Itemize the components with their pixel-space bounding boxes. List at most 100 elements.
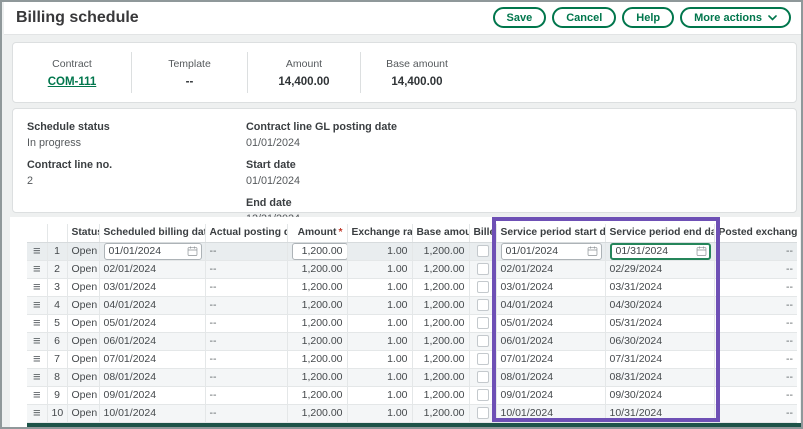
schedule-status-value: In progress: [27, 137, 82, 149]
billing-lines-table: Status Scheduled billing date* Actual po…: [27, 224, 797, 423]
schedule-status-field: Schedule status In progress: [27, 121, 112, 149]
actual-posting-date-cell: --: [205, 314, 288, 333]
billing-line-row: ≡ 10 Open 10/01/2024 -- 1,200.00 1.00 1,200.00 1…: [27, 404, 797, 423]
billed-checkbox[interactable]: [476, 299, 489, 312]
contract-line-no-value: 2: [27, 175, 34, 187]
amount-cell: 1,200.00: [301, 389, 343, 401]
more-actions-label: More actions: [694, 11, 762, 24]
drag-handle-icon[interactable]: ≡: [32, 243, 41, 258]
billing-line-row: ≡ 3 Open 03/01/2024 -- 1,200.00 1.00 1,200.00 03…: [27, 278, 797, 297]
posted-exchange-rate-cell: --: [714, 332, 797, 351]
status-cell: Open: [67, 386, 100, 405]
amount-cell: 1,200.00: [301, 353, 343, 365]
save-button[interactable]: Save: [492, 7, 547, 28]
details-card: Schedule status In progress Contract lin…: [12, 108, 797, 225]
billed-checkbox[interactable]: [476, 317, 489, 330]
actual-posting-date-cell: --: [205, 350, 288, 369]
service-period-end-date-text: 10/31/2024: [609, 407, 663, 419]
end-date-label: End date: [246, 197, 292, 209]
row-number: 5: [47, 314, 68, 333]
drag-handle-icon[interactable]: ≡: [32, 279, 41, 294]
drag-handle-icon[interactable]: ≡: [32, 333, 41, 348]
amount-label: Amount: [285, 57, 323, 70]
service-period-start-date-text: 05/01/2024: [500, 317, 554, 329]
status-cell: Open: [67, 368, 100, 387]
billing-line-row: ≡ 6 Open 06/01/2024 -- 1,200.00 1.00 1,200.00 06…: [27, 332, 797, 351]
service-period-start-date-text: 07/01/2024: [500, 353, 554, 365]
row-number: 3: [47, 278, 68, 297]
help-button[interactable]: Help: [622, 7, 675, 28]
drag-handle-icon[interactable]: ≡: [32, 405, 41, 420]
col-header-rownum: [47, 224, 68, 243]
billed-checkbox[interactable]: [476, 335, 489, 348]
col-header-billed: Billed: [469, 224, 497, 243]
base-amount-value: 14,400.00: [391, 75, 443, 88]
status-cell: Open: [67, 242, 100, 261]
status-cell: Open: [67, 278, 100, 297]
service-period-start-date-input[interactable]: [500, 242, 602, 259]
billed-checkbox[interactable]: [476, 353, 489, 366]
col-header-service-period-start: Service period start date: [496, 224, 606, 243]
exchange-rate-cell: 1.00: [347, 332, 413, 351]
service-period-start-date-text: 08/01/2024: [500, 371, 554, 383]
billed-checkbox[interactable]: [476, 407, 489, 420]
amount-cell: 1,200.00: [301, 407, 343, 419]
drag-handle-icon[interactable]: ≡: [32, 369, 41, 384]
drag-handle-icon[interactable]: ≡: [32, 387, 41, 402]
posted-exchange-rate-cell: --: [714, 278, 797, 297]
col-header-service-period-end: Service period end date: [605, 224, 715, 243]
base-amount-label: Base amount: [386, 57, 448, 70]
drag-handle-icon[interactable]: ≡: [32, 315, 41, 330]
scheduled-billing-date-text: 04/01/2024: [103, 299, 157, 311]
summary-field-template: Template --: [132, 43, 247, 102]
start-date-label: Start date: [246, 159, 296, 171]
service-period-end-date-text: 07/31/2024: [609, 353, 663, 365]
amount-cell: 1,200.00: [301, 371, 343, 383]
gl-posting-date-label: Contract line GL posting date: [246, 121, 397, 133]
service-period-start-date-text: 04/01/2024: [500, 299, 554, 311]
scheduled-billing-date-text: 06/01/2024: [103, 335, 157, 347]
col-header-scheduled-billing-date: Scheduled billing date*: [99, 224, 206, 243]
exchange-rate-cell: 1.00: [347, 260, 413, 279]
posted-exchange-rate-cell: --: [714, 404, 797, 423]
base-amount-cell: 1,200.00: [412, 404, 470, 423]
posted-exchange-rate-cell: --: [714, 368, 797, 387]
service-period-end-date-text: 05/31/2024: [609, 317, 663, 329]
contract-line-no-field: Contract line no. 2: [27, 159, 112, 187]
details-right-column: Contract line GL posting date 01/01/2024…: [246, 121, 397, 235]
status-cell: Open: [67, 296, 100, 315]
billed-checkbox[interactable]: [476, 281, 489, 294]
billed-checkbox[interactable]: [476, 371, 489, 384]
scheduled-billing-date-text: 02/01/2024: [103, 263, 157, 275]
summary-field-base-amount: Base amount 14,400.00: [361, 43, 473, 102]
col-header-amount: Amount *: [287, 224, 348, 243]
service-period-start-date-text: 09/01/2024: [500, 389, 554, 401]
template-label: Template: [168, 57, 211, 70]
scheduled-billing-date-text: 09/01/2024: [103, 389, 157, 401]
template-value: --: [185, 75, 194, 88]
scheduled-billing-date-text: 08/01/2024: [103, 371, 157, 383]
contract-link[interactable]: COM-111: [47, 75, 97, 88]
billed-checkbox[interactable]: [476, 245, 489, 258]
service-period-end-date-text: 09/30/2024: [609, 389, 663, 401]
service-period-end-date-text: 03/31/2024: [609, 281, 663, 293]
drag-handle-icon[interactable]: ≡: [32, 297, 41, 312]
service-period-end-date-text: 06/30/2024: [609, 335, 663, 347]
title-bar: Billing schedule Save Cancel Help More a…: [4, 2, 801, 35]
summary-field-amount: Amount 14,400.00: [248, 43, 360, 102]
billed-checkbox[interactable]: [476, 263, 489, 276]
service-period-end-date-input[interactable]: [609, 242, 711, 259]
exchange-rate-cell: 1.00: [347, 350, 413, 369]
scheduled-billing-date-input[interactable]: [103, 242, 202, 259]
row-number: 1: [47, 242, 68, 261]
divider: [360, 52, 361, 93]
cancel-button[interactable]: Cancel: [552, 7, 617, 28]
billed-checkbox[interactable]: [476, 389, 489, 402]
exchange-rate-cell: 1.00: [347, 242, 413, 261]
amount-input[interactable]: [291, 242, 346, 259]
drag-handle-icon[interactable]: ≡: [32, 351, 41, 366]
drag-handle-icon[interactable]: ≡: [32, 261, 41, 276]
actual-posting-date-cell: --: [205, 278, 288, 297]
more-actions-button[interactable]: More actions: [680, 7, 791, 28]
